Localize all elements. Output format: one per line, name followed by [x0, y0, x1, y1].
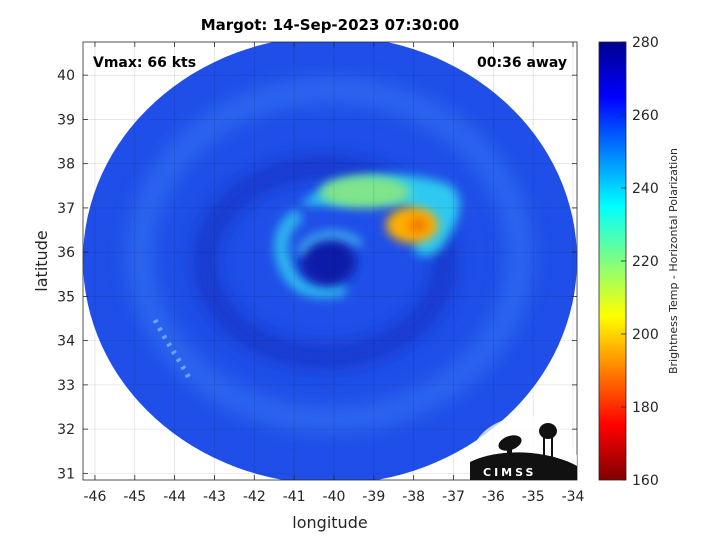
y-tick-label: 34	[57, 334, 75, 350]
band-tail	[274, 208, 347, 299]
tower-leg-right	[551, 437, 553, 461]
deep-convection-core	[408, 217, 428, 233]
chart-title: Margot: 14-Sep-2023 07:30:00	[201, 16, 460, 34]
y-tick-label: 40	[57, 68, 75, 84]
y-tick-label: 35	[57, 289, 75, 305]
colorbar-ticks: 160 180 200 220 240 260 280	[621, 35, 659, 489]
satellite-dish-icon	[498, 435, 522, 451]
x-tick-label: -45	[123, 489, 146, 505]
x-tick-label: -39	[362, 489, 385, 505]
x-tick-label: -34	[562, 489, 585, 505]
x-tick-label: -40	[323, 489, 346, 505]
x-tick-label: -41	[283, 489, 306, 505]
x-axis-ticks: -46 -45 -44 -43 -42 -41 -40 -39 -38 -37 -36 -35 -34	[84, 42, 585, 505]
inner-eyewall	[297, 231, 363, 257]
swath-layer	[83, 42, 577, 480]
x-tick-label: -36	[482, 489, 505, 505]
x-tick-label: -46	[84, 489, 107, 505]
y-tick-label: 32	[57, 422, 75, 438]
y-tick-label: 33	[57, 378, 75, 394]
colorbar-label: Brightness Temp - Horizontal Polarizatio…	[667, 148, 680, 374]
western-cloud-streak	[152, 318, 193, 382]
colorbar-tick-label: 180	[632, 400, 659, 416]
x-tick-label: -37	[442, 489, 465, 505]
colorbar-tick-label: 200	[632, 327, 659, 343]
colorbar-tick-label: 240	[632, 181, 659, 197]
y-axis-label: latitude	[32, 230, 51, 291]
logo-hill	[470, 452, 577, 480]
y-tick-label: 38	[57, 157, 75, 173]
dish-stand	[507, 445, 512, 459]
y-axis-ticks: 31 32 33 34 35 36 37 38 39 40	[57, 68, 577, 482]
axes-box	[82, 41, 578, 481]
x-tick-label: -44	[163, 489, 186, 505]
vmax-annotation: Vmax: 66 kts	[93, 55, 196, 71]
cold-band-core	[320, 176, 410, 208]
cimss-logo: CIMSS	[470, 416, 577, 480]
x-tick-label: -38	[402, 489, 425, 505]
x-tick-label: -42	[243, 489, 266, 505]
colorbar-tick-label: 160	[632, 473, 659, 489]
time-away-annotation: 00:36 away	[477, 55, 567, 71]
inner-eye	[300, 238, 356, 286]
y-tick-label: 36	[57, 245, 75, 261]
y-tick-label: 37	[57, 201, 75, 217]
x-tick-label: -43	[203, 489, 226, 505]
logo-text: CIMSS	[483, 466, 536, 479]
y-tick-label: 39	[57, 112, 75, 128]
outer-band	[127, 77, 533, 433]
colorbar-tick-label: 220	[632, 254, 659, 270]
colorbar-tick-label: 260	[632, 108, 659, 124]
y-tick-label: 31	[57, 466, 75, 482]
colorbar-tick-label: 280	[632, 35, 659, 51]
tower-leg-left	[543, 437, 545, 461]
x-axis-label: longitude	[292, 513, 367, 532]
water-tower-icon	[539, 423, 557, 439]
x-tick-label: -35	[522, 489, 545, 505]
dark-moat	[194, 156, 456, 368]
